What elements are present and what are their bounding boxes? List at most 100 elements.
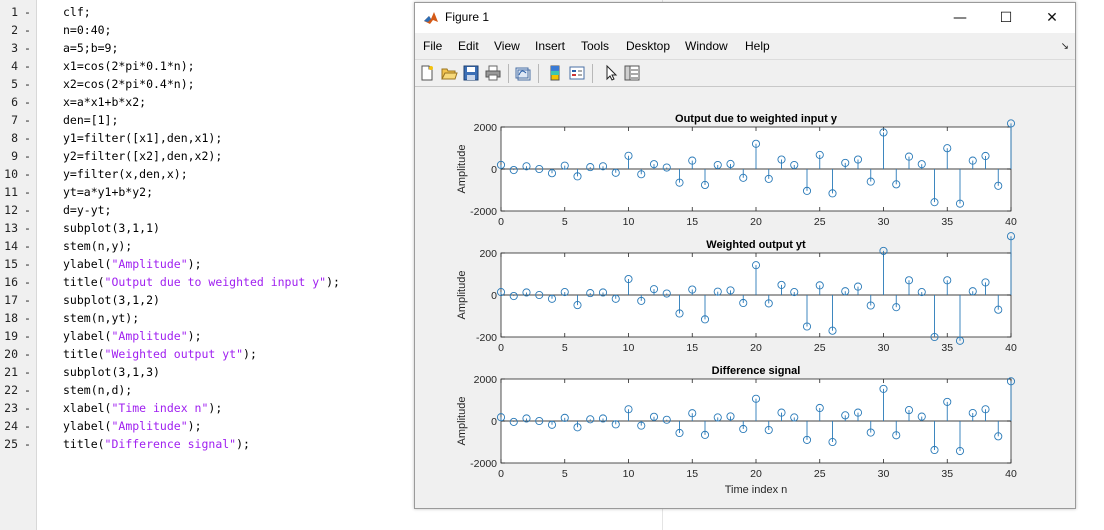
stem-marker — [509, 417, 518, 426]
breakpoint-marker[interactable]: - — [24, 437, 31, 451]
menu-file[interactable]: File — [423, 39, 443, 53]
breakpoint-marker[interactable]: - — [24, 41, 31, 55]
code-token: yt=a*y1+b*y2; — [63, 185, 154, 199]
breakpoint-marker[interactable]: - — [24, 203, 31, 217]
stem-marker — [560, 288, 569, 297]
menu-window[interactable]: Window — [685, 39, 728, 53]
x-tick-label: 40 — [1005, 342, 1017, 354]
x-tick-label: 20 — [750, 468, 762, 480]
x-tick-label: 0 — [498, 342, 504, 354]
breakpoint-marker[interactable]: - — [24, 329, 31, 343]
stem-marker — [522, 288, 531, 297]
breakpoint-marker[interactable]: - — [24, 167, 31, 181]
insert-colorbar-icon[interactable] — [546, 64, 564, 82]
stem-marker — [879, 384, 888, 393]
edit-plot-icon[interactable] — [602, 64, 620, 82]
x-tick-label: 5 — [562, 468, 568, 480]
code-text: ylabel("Amplitude"); — [63, 417, 202, 435]
code-token: subplot(3,1,1) — [63, 221, 160, 235]
axes-title: Output due to weighted input y — [675, 113, 838, 125]
stem-marker — [713, 160, 722, 170]
stem-marker — [853, 408, 863, 417]
breakpoint-marker[interactable]: - — [24, 95, 31, 109]
x-tick-label: 10 — [623, 216, 635, 228]
menu-desktop[interactable]: Desktop — [626, 39, 671, 53]
string-literal: "Amplitude" — [111, 419, 188, 433]
breakpoint-marker[interactable]: - — [24, 275, 31, 289]
code-token: y1=filter([x1],den,x1); — [63, 131, 223, 145]
new-figure-icon[interactable] — [418, 64, 436, 82]
minimize-button[interactable]: — — [953, 10, 967, 26]
save-icon[interactable] — [462, 64, 480, 82]
breakpoint-marker[interactable]: - — [24, 383, 31, 397]
stem-marker — [917, 412, 926, 421]
stem-marker — [675, 428, 684, 438]
breakpoint-marker[interactable]: - — [24, 185, 31, 199]
stem-marker — [751, 139, 761, 148]
breakpoint-marker[interactable]: - — [24, 23, 31, 37]
breakpoint-marker[interactable]: - — [24, 113, 31, 127]
stem-marker — [573, 301, 582, 310]
code-token: x2=cos(2*pi*0.4*n); — [63, 77, 195, 91]
breakpoint-marker[interactable]: - — [24, 257, 31, 271]
breakpoint-marker[interactable]: - — [24, 59, 31, 73]
y-tick-label: 0 — [491, 290, 497, 302]
breakpoint-marker[interactable]: - — [24, 239, 31, 253]
dock-arrow-icon[interactable]: ↘ — [1060, 41, 1069, 52]
code-token: ylabel( — [63, 257, 112, 271]
stem-marker — [751, 394, 761, 403]
code-token: stem(n,d); — [63, 383, 133, 397]
breakpoint-marker[interactable]: - — [24, 5, 31, 19]
insert-legend-icon[interactable] — [568, 64, 586, 82]
line-number: 17 — [4, 293, 18, 307]
line-number: 20 — [4, 347, 18, 361]
breakpoint-marker[interactable]: - — [24, 311, 31, 325]
stem-marker — [764, 174, 773, 183]
breakpoint-marker[interactable]: - — [24, 221, 31, 235]
code-text: xlabel("Time index n"); — [63, 399, 222, 417]
stem-marker — [586, 415, 595, 424]
menu-edit[interactable]: Edit — [458, 39, 479, 53]
stem-marker — [700, 430, 710, 439]
y-tick-label: 200 — [479, 248, 497, 260]
breakpoint-marker[interactable]: - — [24, 401, 31, 415]
figure-window[interactable]: Figure 1 — ☐ ✕ File Edit View Insert Too… — [414, 2, 1076, 509]
stem-marker — [624, 274, 633, 284]
line-number: 23 — [4, 401, 18, 415]
link-plot-icon[interactable] — [514, 64, 532, 82]
maximize-button[interactable]: ☐ — [999, 10, 1013, 26]
open-file-icon[interactable] — [440, 64, 458, 82]
breakpoint-marker[interactable]: - — [24, 347, 31, 361]
menu-help[interactable]: Help — [745, 39, 770, 53]
figure-titlebar[interactable]: Figure 1 — ☐ ✕ — [415, 3, 1075, 33]
stem-marker — [879, 246, 888, 255]
code-text: subplot(3,1,3) — [63, 363, 160, 381]
figure-toolbar — [415, 59, 1075, 87]
stem-marker — [598, 288, 608, 297]
breakpoint-marker[interactable]: - — [24, 77, 31, 91]
menu-tools[interactable]: Tools — [581, 39, 610, 53]
breakpoint-marker[interactable]: - — [24, 365, 31, 379]
line-number: 6 — [11, 95, 18, 109]
stem-marker — [535, 164, 544, 174]
menu-view[interactable]: View — [494, 39, 520, 53]
x-tick-label: 35 — [941, 342, 953, 354]
menu-bar: File Edit View Insert Tools Desktop Wind… — [415, 36, 1075, 56]
code-token: y2=filter([x2],den,x2); — [63, 149, 223, 163]
breakpoint-marker[interactable]: - — [24, 131, 31, 145]
breakpoint-marker[interactable]: - — [24, 149, 31, 163]
breakpoint-marker[interactable]: - — [24, 419, 31, 433]
stem-marker — [496, 288, 506, 297]
property-inspector-icon[interactable] — [623, 64, 641, 82]
stem-marker — [790, 413, 799, 422]
stem-marker — [943, 397, 952, 406]
print-icon[interactable] — [484, 64, 502, 82]
close-button[interactable]: ✕ — [1046, 10, 1058, 26]
y-axis-label: Amplitude — [456, 271, 468, 320]
stem-marker — [598, 414, 608, 423]
menu-insert[interactable]: Insert — [535, 39, 566, 53]
stem-marker — [637, 296, 646, 305]
x-tick-label: 10 — [623, 342, 635, 354]
breakpoint-marker[interactable]: - — [24, 293, 31, 307]
